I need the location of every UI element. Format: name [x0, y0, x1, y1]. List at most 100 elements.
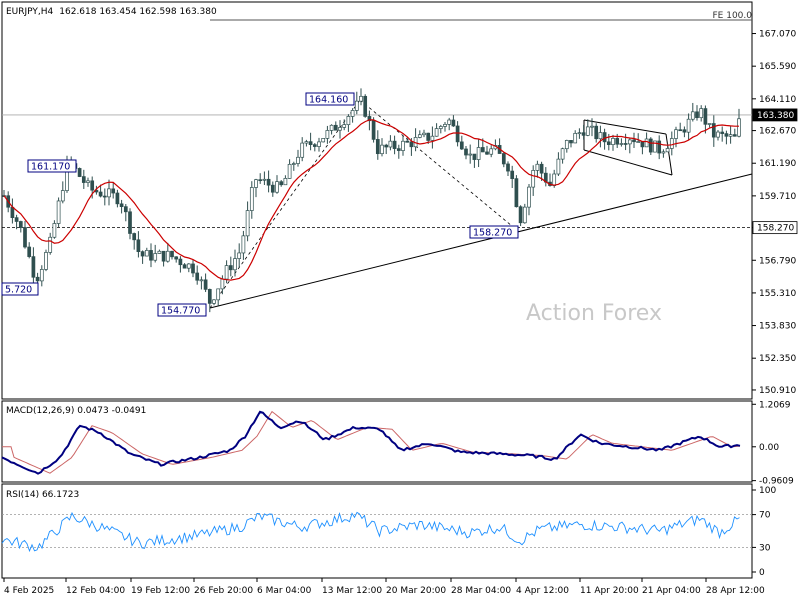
support-marker-label: 158.270 [757, 224, 794, 234]
candle-body [380, 144, 384, 155]
x-tick-label: 13 Mar 12:00 [322, 586, 382, 596]
candle-body [18, 221, 23, 228]
candle-body [128, 211, 132, 234]
rsi-tick-label: 100 [759, 486, 776, 496]
candle-body [237, 252, 242, 259]
candle-body [443, 124, 447, 127]
candle-body [266, 178, 271, 186]
moving-average-line [3, 119, 739, 281]
candle-body [623, 143, 628, 145]
candle-body [325, 130, 330, 139]
candle-body [682, 129, 687, 133]
candle-body [396, 148, 401, 151]
candle-body [111, 188, 116, 194]
candle-body [388, 140, 393, 148]
x-tick-label: 28 Mar 04:00 [451, 586, 511, 596]
price-axis: 167.070 165.590 164.110 162.670 161.190 159.7… [2, 30, 798, 396]
x-tick-label: 4 Feb 2025 [4, 586, 54, 596]
candle-body [174, 256, 179, 260]
support-marker [752, 221, 798, 235]
price-tick-label: 156.790 [759, 256, 796, 266]
candle-body [640, 141, 645, 148]
symbol-label: EURJPY,H4 162.618 163.454 162.598 163.380 [6, 7, 217, 17]
candle-body [300, 142, 305, 158]
candle-body [102, 195, 107, 198]
price-tick-label: 150.910 [759, 386, 796, 396]
candle-body [228, 265, 233, 271]
candle-body [392, 140, 397, 149]
candle-body [522, 206, 527, 224]
candle-body [363, 95, 368, 117]
price-tick-label: 159.710 [759, 192, 796, 202]
candle-body [690, 111, 695, 120]
rsi-panel [1, 483, 753, 579]
candle-body [619, 143, 624, 145]
candles [2, 88, 741, 313]
candle-body [611, 137, 615, 145]
candle-body [346, 116, 351, 126]
candle-body [615, 137, 620, 145]
candle-body [23, 227, 27, 248]
candle-body [182, 264, 187, 269]
candle-body [732, 134, 737, 137]
level-label-text: 154.770 [161, 306, 200, 317]
candle-body [245, 210, 250, 237]
candle-body [716, 131, 720, 138]
candle-body [674, 129, 678, 139]
macd-group: 1.2069 0.00 -0.9609 [1, 400, 794, 487]
candle-body [518, 206, 523, 224]
candle-body [157, 250, 162, 254]
candle-body [367, 116, 372, 122]
candle-body [291, 163, 296, 165]
candle-body [56, 200, 61, 224]
rsi-line [1, 511, 740, 553]
candle-body [703, 108, 708, 125]
macd-panel [1, 400, 753, 483]
candle-body [308, 141, 313, 145]
candle-body [451, 119, 456, 127]
candle-body [405, 140, 410, 143]
flag-right [665, 133, 673, 176]
candle-body [115, 192, 120, 205]
candle-body [317, 141, 321, 147]
candle-body [329, 124, 334, 131]
macd-title: MACD(12,26,9) 0.0473 -0.0491 [6, 406, 146, 416]
candle-body [350, 110, 355, 117]
rsi-tick-label: 0 [759, 568, 765, 578]
candle-body [434, 128, 439, 137]
candle-body [283, 178, 288, 186]
candle-body [438, 126, 443, 129]
candle-body [77, 168, 82, 177]
candle-body [220, 278, 225, 290]
candle-body [669, 138, 674, 149]
candle-body [287, 163, 292, 179]
candle-body [598, 132, 603, 140]
candle-body [401, 140, 405, 151]
macd-tick-label: -0.9609 [759, 477, 794, 487]
candle-body [426, 132, 431, 141]
candle-body [422, 132, 426, 136]
candle-body [573, 133, 578, 144]
candle-body [480, 147, 485, 153]
candle-body [409, 141, 414, 148]
candle-body [560, 148, 565, 160]
candle-body [258, 179, 263, 182]
candle-body [136, 239, 141, 252]
x-axis: 4 Feb 2025 12 Feb 04:00 19 Feb 12:00 26 Feb… [3, 578, 765, 596]
candle-body [262, 178, 267, 181]
candle-body [581, 132, 586, 136]
x-tick-label: 6 Mar 04:00 [257, 586, 312, 596]
candle-body [627, 139, 632, 145]
candle-body [514, 178, 519, 208]
price-tick-label: 155.310 [759, 289, 796, 299]
candle-body [661, 151, 666, 154]
candle-body [665, 148, 670, 153]
price-tick-label: 162.670 [759, 127, 796, 137]
candle-body [48, 236, 53, 253]
rsi-group: 100 70 30 0 [1, 486, 776, 578]
candle-body [556, 158, 561, 175]
candle-body [539, 163, 544, 174]
fib-projection-2 [359, 99, 519, 232]
candle-body [728, 134, 733, 137]
